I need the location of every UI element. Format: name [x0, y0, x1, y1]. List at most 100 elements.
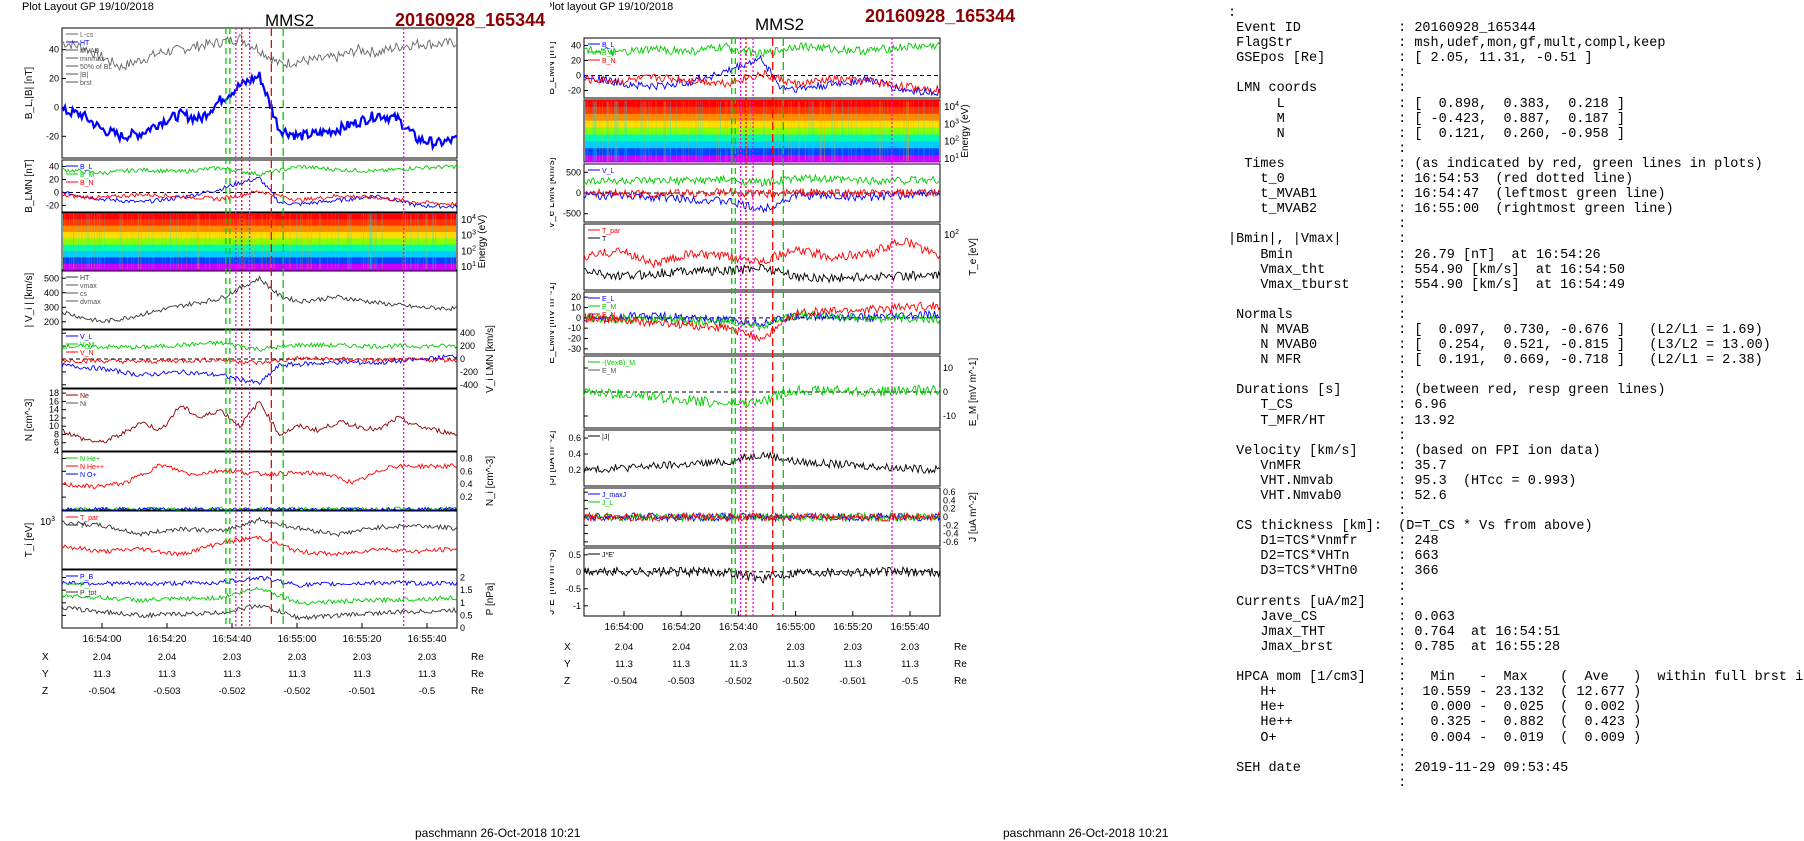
left-density-series-line: [61, 401, 458, 444]
left-density-ytick-label: 14: [49, 405, 59, 415]
left-energy-spectrogram-ytick-label: 104: [461, 214, 476, 226]
middle-footer: paschmann 26-Oct-2018 10:21: [1003, 826, 1169, 840]
left-spacecraft-title: MMS2: [265, 11, 314, 30]
left-table-cell: 2.03: [418, 652, 437, 663]
left-energy-spectrogram-band: [63, 251, 456, 258]
middle-EM-ytick-label: -10: [943, 411, 956, 421]
left-Vi-legend-entry: cs: [80, 291, 88, 298]
left-ViLMN-ytick-label: 200: [460, 341, 475, 351]
left-density-ytick-label: 18: [49, 388, 59, 398]
middle-table-cell: 2.04: [615, 642, 634, 653]
middle-ELMN-ytick-label: 10: [571, 303, 581, 313]
left-pressure-ytick-label: 0: [460, 623, 465, 633]
left-ViLMN-legend-entry: V_L: [80, 334, 93, 341]
middle-BLMN-ytick-label: 40: [571, 41, 581, 51]
left-B-magnitude-legend-entry: brst: [80, 80, 92, 87]
middle-J-magnitude-ylabel: |J| [uA m^-2]: [550, 430, 557, 485]
left-B-magnitude-legend-entry: 50% of BL: [80, 64, 112, 71]
left-ViLMN-ytick-label: 0: [460, 354, 465, 364]
left-Ni-ions-series-line: [61, 462, 458, 490]
left-footer: paschmann 26-Oct-2018 10:21: [415, 826, 581, 840]
left-table-unit: Re: [471, 686, 484, 697]
middle-EM-series-line: [583, 383, 941, 409]
middle-energy-spectrogram-band: [585, 155, 939, 163]
left-ViLMN-ytick-label: 400: [460, 328, 475, 338]
middle-xtick-label: 16:54:00: [605, 622, 644, 633]
middle-energy-spectrogram-band: [585, 148, 939, 156]
left-BLMN-legend-entry: B_N: [80, 180, 94, 187]
left-energy-spectrogram-band: [63, 244, 456, 252]
middle-EM-ylabel: E_M [mV m^-1]: [968, 357, 979, 426]
left-pressure-ylabel: P [nPa]: [485, 582, 496, 615]
left-table-cell: -0.502: [219, 686, 246, 697]
middle-J-components-legend-entry: J_maxJ: [602, 492, 626, 499]
left-B-magnitude-series-line: [61, 71, 458, 152]
left-energy-spectrogram-ytick-label: 102: [461, 245, 476, 257]
middle-JdotE-series-line: [583, 565, 941, 584]
middle-VeLMN-ytick-label: 0: [576, 188, 581, 198]
middle-ELMN-frame: [583, 291, 941, 355]
middle-ELMN-ytick-label: -30: [568, 344, 581, 354]
middle-table-cell: -0.501: [839, 676, 866, 687]
middle-J-magnitude-ytick-label: 0.2: [568, 465, 581, 475]
middle-energy-spectrogram-band: [585, 134, 939, 142]
left-table-cell: 2.03: [223, 652, 242, 663]
left-pressure-legend-entry: P_i: [80, 582, 91, 589]
middle-energy-spectrogram-ylabel: Energy (eV): [960, 104, 971, 157]
left-BLMN-ytick-label: -20: [46, 201, 59, 211]
middle-BLMN-series-line: [583, 69, 941, 94]
left-Vi-legend-entry: vmax: [80, 283, 97, 290]
middle-table-row-label: Y: [564, 659, 571, 670]
middle-table-cell: -0.502: [725, 676, 752, 687]
middle-BLMN-frame: [583, 37, 941, 99]
left-BLMN-series-line: [61, 164, 458, 177]
middle-BLMN-legend-entry: B_L: [602, 42, 615, 49]
left-energy-spectrogram-band: [63, 219, 456, 227]
middle-table-cell: 2.03: [786, 642, 805, 653]
left-xtick-label: 16:55:00: [278, 634, 317, 645]
middle-JdotE-ytick-label: -1: [573, 601, 581, 611]
left-B-magnitude-ylabel: B_L,|B| [nT]: [24, 67, 35, 120]
left-pressure-frame: [61, 569, 458, 629]
middle-table-cell: 11.3: [901, 659, 919, 670]
middle-ELMN-legend-entry: E_N: [602, 312, 616, 319]
middle-table-cell: 2.03: [844, 642, 863, 653]
left-Vi-ytick-label: 300: [44, 302, 59, 312]
left-density-ytick-label: 10: [49, 421, 59, 431]
middle-J-components-ytick-label: -0.4: [943, 529, 959, 539]
middle-energy-spectrogram-ytick-label: 102: [944, 136, 959, 148]
left-B-magnitude-legend-entry: HT: [80, 40, 90, 47]
middle-xtick-label: 16:54:20: [662, 622, 701, 633]
left-energy-spectrogram-ytick-label: 103: [461, 230, 476, 242]
left-density-legend-entry: Ni: [80, 401, 87, 408]
left-BLMN-ytick-label: 20: [49, 175, 59, 185]
middle-JdotE-ytick-label: 0: [576, 567, 581, 577]
left-B-magnitude-legend-entry: minmax: [80, 56, 105, 63]
left-density-ytick-label: 16: [49, 396, 59, 406]
middle-J-components-panel: 0.60.40.20-0.2-0.4-0.6 J [uA m^-2] J_maxJJ…: [583, 487, 979, 547]
left-Ni-ions-legend-entry: N He++: [80, 464, 104, 471]
left-BLMN-frame: [61, 159, 458, 213]
left-Ni-ions-ytick-label: 0.6: [460, 466, 473, 476]
left-ViLMN-ytick-label: -400: [460, 380, 478, 390]
middle-J-magnitude-legend-entry: |J|: [602, 434, 609, 441]
middle-energy-spectrogram-ytick-label: 104: [944, 101, 959, 113]
left-density-ytick-label: 6: [54, 438, 59, 448]
left-energy-spectrogram-band: [63, 263, 456, 271]
left-ViLMN-ytick-label: -200: [460, 367, 478, 377]
middle-J-magnitude-series-line: [583, 451, 941, 475]
left-table-cell: 11.3: [288, 669, 306, 680]
middle-J-components-legend-entry: J_L: [602, 500, 613, 507]
middle-J-components-ytick-label: -0.2: [943, 520, 959, 530]
middle-ELMN-series-line: [583, 309, 941, 332]
left-figure: Plot Layout GP 19/10/2018 MMS2 20160928_…: [22, 1, 545, 697]
left-BLMN-panel: 40 20 0 -20 B_LMN [nT] B_LB_MB_N: [24, 159, 458, 213]
left-BLMN-series-line: [61, 190, 458, 207]
middle-BLMN-series-line: [583, 41, 941, 58]
left-energy-spectrogram-band: [63, 238, 456, 246]
middle-ELMN-ytick-label: -10: [568, 323, 581, 333]
middle-J-components-ytick-label: 0.4: [943, 495, 956, 505]
left-table-cell: 2.03: [288, 652, 307, 663]
left-Vi-ytick-label: 200: [44, 317, 59, 327]
